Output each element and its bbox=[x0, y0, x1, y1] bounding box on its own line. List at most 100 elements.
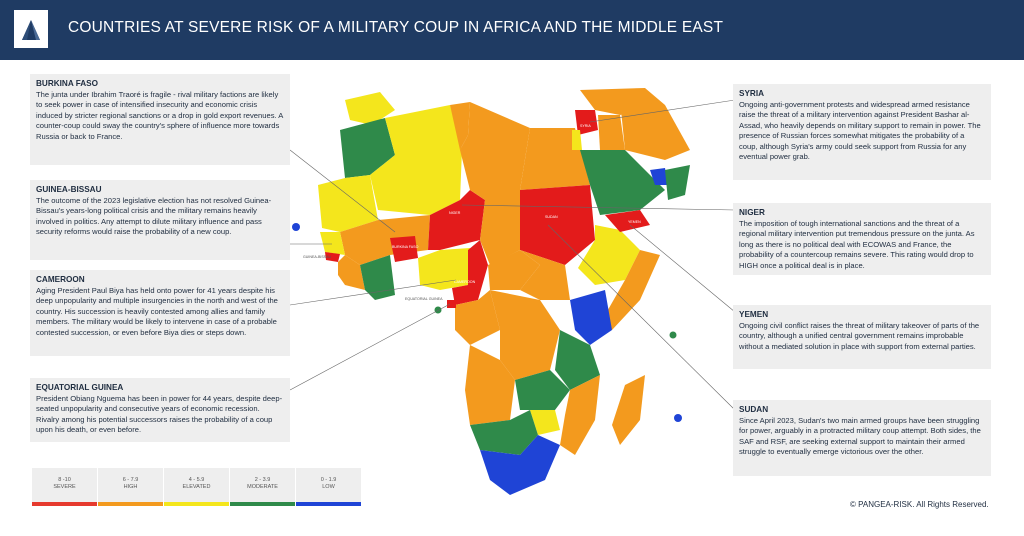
card-title: NIGER bbox=[739, 208, 765, 217]
region-angola bbox=[465, 345, 515, 425]
region-israel-jordan bbox=[572, 130, 582, 150]
legend-range: 0 - 1.9 bbox=[320, 477, 337, 483]
card-cameroon: CAMEROON Aging President Paul Biya has h… bbox=[30, 270, 290, 356]
pangea-triangle-logo-icon bbox=[14, 10, 48, 48]
region-burkina-faso bbox=[390, 236, 418, 262]
region-tunisia bbox=[450, 102, 470, 150]
card-text: The outcome of the 2023 legislative elec… bbox=[36, 196, 272, 237]
region-yemen bbox=[605, 210, 650, 232]
region-guinea bbox=[338, 255, 365, 290]
legend-level: HIGH bbox=[123, 484, 138, 490]
card-text: Ongoing anti-government protests and wid… bbox=[739, 100, 981, 162]
card-text: Since April 2023, Sudan's two main armed… bbox=[739, 416, 981, 457]
legend-item-moderate: 2 - 3.9 MODERATE bbox=[230, 468, 296, 506]
region-mauritania bbox=[318, 175, 378, 232]
region-guinea-bissau bbox=[325, 252, 340, 262]
region-algeria bbox=[370, 105, 462, 215]
legend-range: 8 -10 bbox=[58, 477, 71, 483]
region-saudi-arabia bbox=[580, 150, 665, 215]
leader-line-niger bbox=[461, 204, 736, 211]
region-namibia-botswana bbox=[470, 410, 538, 455]
card-text: Ongoing civil conflict raises the threat… bbox=[739, 321, 980, 351]
legend-item-high: 6 - 7.9 HIGH bbox=[98, 468, 164, 506]
region-iran bbox=[620, 100, 690, 160]
region-south-sudan bbox=[520, 250, 570, 300]
leader-line-cameroon bbox=[289, 279, 457, 306]
region-libya bbox=[460, 102, 530, 190]
legend-item-low: 0 - 1.9 LOW bbox=[296, 468, 362, 506]
card-text: President Obiang Nguema has been in powe… bbox=[36, 394, 283, 435]
leader-line-syria bbox=[589, 99, 736, 123]
card-niger: NIGER The imposition of tough internatio… bbox=[733, 203, 991, 275]
card-title: EQUATORIAL GUINEA bbox=[36, 383, 124, 392]
card-title: GUINEA-BISSAU bbox=[36, 185, 102, 194]
legend-swatch-high bbox=[98, 502, 163, 506]
legend-level: SEVERE bbox=[53, 484, 76, 490]
card-syria: SYRIA Ongoing anti-government protests a… bbox=[733, 84, 991, 180]
island-seychelles bbox=[669, 331, 677, 339]
region-drc bbox=[490, 290, 560, 380]
map-label-cameroon: CAMEROON bbox=[454, 280, 476, 284]
map-label-sudan: SUDAN bbox=[545, 215, 558, 219]
card-equatorial-guinea: EQUATORIAL GUINEA President Obiang Nguem… bbox=[30, 378, 290, 442]
map-area: NIGER SUDAN SYRIA YEMEN BURKINA FASO CAM… bbox=[0, 60, 1024, 536]
leader-line-burkina bbox=[289, 149, 396, 233]
island-cape-verde bbox=[292, 223, 300, 231]
header-bar: COUNTRIES AT SEVERE RISK OF A MILITARY C… bbox=[0, 0, 1024, 60]
region-zambia bbox=[515, 370, 570, 410]
legend-level: MODERATE bbox=[247, 484, 278, 490]
map-label-burkina: BURKINA FASO bbox=[392, 245, 419, 249]
leader-line-yemen bbox=[629, 224, 736, 313]
card-text: The junta under Ibrahim Traoré is fragil… bbox=[36, 90, 283, 141]
region-zimbabwe bbox=[530, 410, 560, 435]
card-yemen: YEMEN Ongoing civil conflict raises the … bbox=[733, 305, 991, 369]
region-somalia bbox=[605, 250, 660, 330]
region-cameroon bbox=[452, 240, 488, 305]
region-car bbox=[488, 250, 540, 290]
copyright-text: © PANGEA-RISK. All Rights Reserved. bbox=[850, 500, 989, 509]
legend-swatch-moderate bbox=[230, 502, 295, 506]
region-gabon-congo bbox=[455, 290, 500, 345]
page-title: COUNTRIES AT SEVERE RISK OF A MILITARY C… bbox=[68, 19, 724, 36]
region-kenya bbox=[570, 290, 612, 345]
region-mozambique bbox=[560, 375, 600, 455]
map-label-niger: NIGER bbox=[449, 211, 461, 215]
legend-level: ELEVATED bbox=[182, 484, 211, 490]
region-tanzania bbox=[555, 330, 600, 390]
legend-level: LOW bbox=[322, 484, 335, 490]
legend-item-elevated: 4 - 5.9 ELEVATED bbox=[164, 468, 230, 506]
coup-risk-map: NIGER SUDAN SYRIA YEMEN BURKINA FASO CAM… bbox=[289, 88, 736, 495]
map-label-guinea-bissau: GUINEA-BISSAU bbox=[303, 255, 332, 259]
region-ivory-coast bbox=[360, 255, 395, 300]
region-sudan bbox=[520, 185, 595, 265]
map-label-eq-guinea: EQUATORIAL GUINEA bbox=[405, 297, 443, 301]
legend-range: 4 - 5.9 bbox=[188, 477, 205, 483]
legend-swatch-low bbox=[296, 502, 361, 506]
card-text: The imposition of tough international sa… bbox=[739, 219, 975, 270]
leader-line-sudan bbox=[547, 224, 736, 411]
legend-range: 2 - 3.9 bbox=[254, 477, 271, 483]
region-south-africa bbox=[480, 435, 560, 495]
region-iraq bbox=[598, 115, 625, 150]
island-sao-tome bbox=[434, 306, 442, 314]
leader-line-eq-guinea bbox=[289, 303, 451, 391]
legend-range: 6 - 7.9 bbox=[122, 477, 139, 483]
map-label-syria: SYRIA bbox=[580, 124, 591, 128]
risk-legend: 8 -10 SEVERE 6 - 7.9 HIGH 4 - 5.9 ELEVAT… bbox=[32, 468, 362, 506]
region-senegal bbox=[320, 232, 345, 255]
region-equatorial-guinea bbox=[447, 300, 456, 308]
card-title: BURKINA FASO bbox=[36, 79, 99, 88]
card-title: SYRIA bbox=[739, 89, 765, 98]
card-title: CAMEROON bbox=[36, 275, 85, 284]
map-label-yemen: YEMEN bbox=[628, 220, 641, 224]
card-title: SUDAN bbox=[739, 405, 769, 414]
card-burkina-faso: BURKINA FASO The junta under Ibrahim Tra… bbox=[30, 74, 290, 165]
region-morocco bbox=[340, 118, 395, 178]
region-syria bbox=[575, 110, 598, 135]
card-sudan: SUDAN Since April 2023, Sudan's two main… bbox=[733, 400, 991, 476]
region-uae bbox=[650, 168, 668, 185]
card-text: Aging President Paul Biya has held onto … bbox=[36, 286, 278, 337]
legend-swatch-elevated bbox=[164, 502, 229, 506]
region-nigeria bbox=[418, 248, 470, 290]
island-mauritius bbox=[674, 414, 682, 422]
